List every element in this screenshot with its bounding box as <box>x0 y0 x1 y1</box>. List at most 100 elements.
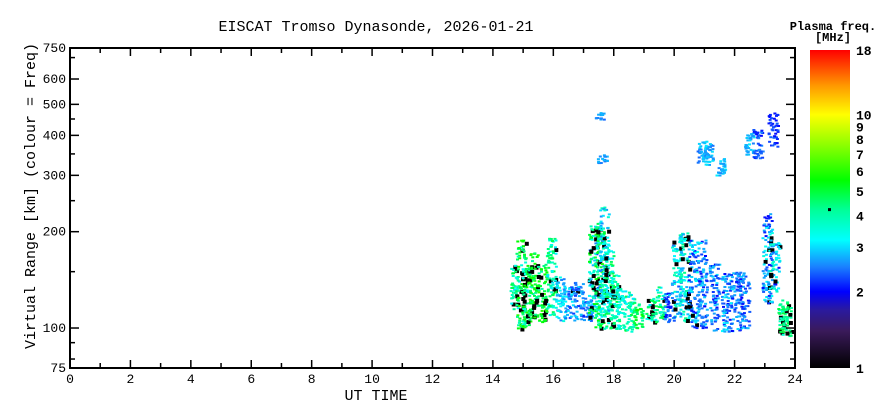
data-point <box>733 310 737 313</box>
data-point <box>607 243 610 246</box>
data-point <box>740 293 744 296</box>
data-point <box>536 254 540 257</box>
data-point <box>765 266 769 269</box>
data-point <box>602 295 606 298</box>
data-point <box>526 283 530 286</box>
data-point <box>681 233 685 236</box>
data-point <box>660 316 664 319</box>
data-point <box>666 308 670 311</box>
data-point <box>757 134 761 137</box>
data-point <box>573 314 577 317</box>
data-point <box>636 309 640 312</box>
data-point <box>635 313 639 315</box>
data-point <box>513 265 518 270</box>
data-point <box>698 314 702 317</box>
data-point <box>592 305 596 307</box>
data-point <box>604 256 609 261</box>
data-point <box>741 285 745 288</box>
data-point <box>680 240 684 242</box>
data-point <box>520 327 525 332</box>
data-point <box>603 242 607 245</box>
data-point <box>599 324 603 327</box>
data-point <box>604 272 609 277</box>
data-point <box>580 290 584 293</box>
data-point <box>545 271 549 274</box>
data-point <box>544 295 548 298</box>
data-point <box>652 297 656 300</box>
data-point <box>633 308 636 311</box>
data-point <box>572 312 576 315</box>
data-point <box>771 268 775 271</box>
data-point <box>769 292 773 295</box>
data-point <box>707 154 711 157</box>
data-point <box>763 223 767 226</box>
data-point <box>557 302 561 305</box>
data-point <box>599 326 604 331</box>
data-point <box>774 252 778 255</box>
data-point <box>611 281 615 284</box>
data-point <box>521 325 525 328</box>
data-point <box>714 319 718 322</box>
data-point <box>550 256 554 259</box>
data-point <box>599 225 603 227</box>
data-point <box>596 117 600 119</box>
data-point <box>734 304 738 307</box>
data-point <box>531 256 535 259</box>
data-point <box>510 302 514 305</box>
data-point <box>559 305 563 308</box>
data-point <box>727 297 731 300</box>
data-point <box>529 285 533 288</box>
data-point <box>697 260 700 262</box>
data-point <box>618 320 622 323</box>
data-point <box>715 284 719 286</box>
data-point <box>686 313 690 316</box>
data-point <box>731 295 735 298</box>
data-point <box>753 152 757 155</box>
data-point <box>699 303 703 306</box>
data-point <box>694 278 698 281</box>
data-point <box>760 131 764 134</box>
data-point <box>528 273 532 276</box>
data-point <box>746 139 750 142</box>
data-point <box>746 305 750 308</box>
data-point <box>719 172 723 175</box>
data-point <box>602 232 606 235</box>
data-point <box>599 270 603 272</box>
data-point <box>704 326 708 329</box>
data-point <box>723 171 726 174</box>
data-point <box>786 320 790 323</box>
data-point <box>624 308 628 311</box>
data-point <box>569 315 573 318</box>
data-point <box>621 312 625 315</box>
data-point <box>750 133 754 136</box>
data-point <box>603 283 607 286</box>
data-point <box>589 301 593 303</box>
data-point <box>713 316 717 319</box>
data-point <box>527 267 531 270</box>
data-point <box>614 281 618 283</box>
data-point <box>640 325 644 328</box>
data-point <box>555 287 559 290</box>
x-tick-label: 4 <box>187 372 195 387</box>
data-point <box>765 296 769 298</box>
data-point <box>515 304 519 306</box>
data-point <box>680 242 684 244</box>
data-point <box>778 260 782 263</box>
data-point <box>762 276 766 279</box>
data-point <box>631 311 635 314</box>
data-point <box>536 297 540 300</box>
data-point <box>599 226 603 229</box>
data-point <box>725 308 729 311</box>
data-point <box>596 266 599 269</box>
data-point <box>657 286 661 289</box>
data-point <box>768 233 772 236</box>
data-point <box>685 286 689 289</box>
data-point <box>650 319 654 322</box>
data-point <box>689 263 692 265</box>
data-point <box>676 290 679 293</box>
data-point <box>618 318 621 321</box>
data-point <box>562 282 566 285</box>
data-point <box>689 290 693 293</box>
colorbar-tick-label: 9 <box>856 120 864 135</box>
data-point <box>554 252 558 255</box>
